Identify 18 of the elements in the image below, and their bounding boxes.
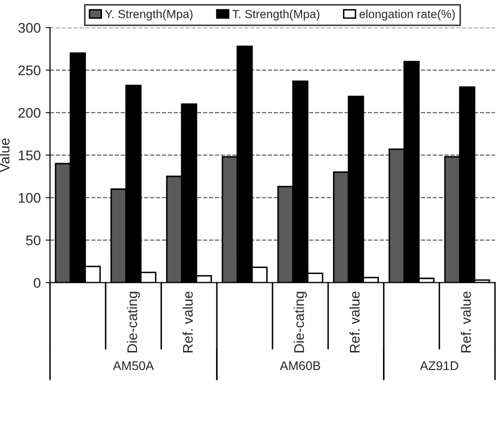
y-tick-label: 200 — [18, 108, 40, 118]
y-tick-label: 50 — [26, 235, 40, 246]
y-tick-label: 250 — [18, 65, 40, 76]
legend-label: T. Strength(Mpa) — [232, 10, 320, 21]
y-tick-label: 300 — [18, 22, 40, 33]
x-tick-label: Die-cating — [126, 292, 140, 352]
x-tick-label: Die-cating — [294, 292, 307, 352]
x-tick-label: Ref. value — [349, 292, 360, 352]
y-tick-label: 150 — [18, 150, 40, 160]
y-tick-label: 0 — [34, 278, 40, 288]
y-tick-label: 100 — [18, 192, 40, 203]
text: AM50A — [112, 361, 154, 370]
text: AM60B — [280, 361, 320, 370]
legend-label: elongation rate(%) — [360, 10, 455, 21]
legend-label: Y. Strength(Mpa) — [105, 10, 192, 21]
x-tick-label: Ref. value — [182, 292, 193, 352]
text: AZ91D — [420, 361, 458, 370]
x-tick-label: Ref. value — [460, 292, 471, 352]
